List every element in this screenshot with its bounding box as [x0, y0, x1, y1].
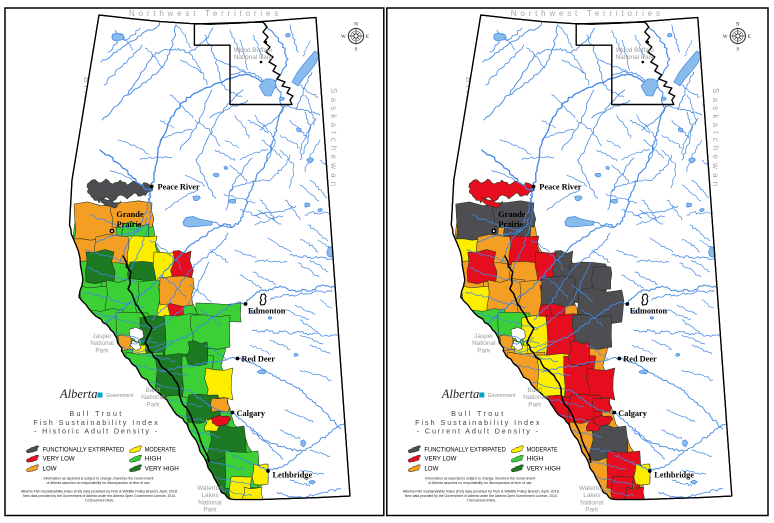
svg-text:- Historic Adult Density -: - Historic Adult Density -	[34, 426, 159, 435]
svg-text:Government: Government	[488, 393, 516, 399]
svg-text:Alberta Fish Sustainability In: Alberta Fish Sustainability Index (FSI) …	[21, 490, 178, 494]
svg-text:E: E	[748, 35, 751, 40]
svg-text:National: National	[523, 394, 546, 401]
svg-text:HIGH: HIGH	[527, 456, 544, 463]
svg-text:© 2018 Government of Alberta.: © 2018 Government of Alberta.	[85, 498, 114, 502]
svg-text:MODERATE: MODERATE	[527, 446, 558, 453]
svg-text:New data provided by the Gover: New data provided by the Government of A…	[405, 494, 558, 498]
svg-text:LOW: LOW	[424, 465, 439, 472]
svg-text:N: N	[736, 22, 740, 27]
svg-text:VERY LOW: VERY LOW	[43, 456, 76, 463]
svg-text:Prairie: Prairie	[117, 220, 142, 229]
svg-text:VERY LOW: VERY LOW	[424, 456, 457, 463]
svg-text:FUNCTIONALLY EXTIRPATED: FUNCTIONALLY EXTIRPATED	[424, 446, 506, 453]
svg-text:New data provided by the Gover: New data provided by the Government of A…	[23, 494, 176, 498]
svg-text:W: W	[341, 35, 346, 40]
svg-text:Grande: Grande	[116, 210, 144, 219]
svg-text:Calgary: Calgary	[237, 409, 266, 418]
svg-text:Alberta: Alberta	[441, 387, 480, 401]
svg-text:LOW: LOW	[43, 465, 58, 472]
svg-text:Jasper: Jasper	[474, 333, 494, 340]
svg-text:Waterton: Waterton	[579, 485, 605, 492]
svg-text:Lethbridge: Lethbridge	[273, 471, 313, 480]
svg-text:Red Deer: Red Deer	[623, 355, 657, 364]
svg-text:Alberta: Alberta	[59, 387, 98, 401]
svg-text:Northwest Territories: Northwest Territories	[511, 9, 664, 18]
svg-text:Fish Sustainability Index: Fish Sustainability Index	[415, 418, 541, 427]
svg-text:W: W	[723, 35, 728, 40]
svg-text:Edmonton: Edmonton	[630, 307, 668, 316]
svg-text:of Alberta assumes no responsi: of Alberta assumes no responsibility for…	[47, 481, 151, 485]
svg-text:S: S	[355, 47, 358, 52]
svg-text:National: National	[198, 499, 221, 506]
svg-text:- Current Adult Density -: - Current Adult Density -	[417, 426, 540, 435]
svg-text:Information as depicted is sub: Information as depicted is subject to ch…	[425, 477, 535, 481]
svg-text:Grande: Grande	[498, 210, 526, 219]
svg-text:HIGH: HIGH	[145, 456, 162, 463]
svg-text:Lakes: Lakes	[583, 492, 600, 499]
svg-text:Park: Park	[528, 401, 542, 408]
svg-text:National Park: National Park	[234, 54, 273, 61]
svg-text:Park: Park	[146, 401, 160, 408]
svg-text:Lethbridge: Lethbridge	[654, 471, 694, 480]
svg-text:National: National	[472, 340, 495, 347]
svg-text:© 2018 Government of Alberta.: © 2018 Government of Alberta.	[467, 498, 496, 502]
svg-text:Calgary: Calgary	[618, 409, 647, 418]
svg-text:Banff: Banff	[146, 387, 161, 394]
svg-text:Park: Park	[477, 347, 491, 354]
svg-text:Alberta Fish Sustainability In: Alberta Fish Sustainability Index (FSI) …	[403, 490, 560, 494]
svg-text:E: E	[366, 35, 369, 40]
svg-text:Lakes: Lakes	[201, 492, 218, 499]
svg-text:National Park: National Park	[616, 54, 655, 61]
svg-text:Peace River: Peace River	[158, 183, 200, 192]
svg-text:Park: Park	[585, 507, 599, 514]
svg-text:Jasper: Jasper	[92, 333, 112, 340]
svg-text:National: National	[90, 340, 113, 347]
svg-text:Fish Sustainability Index: Fish Sustainability Index	[33, 418, 159, 427]
svg-text:Prairie: Prairie	[498, 220, 523, 229]
svg-text:Park: Park	[95, 347, 109, 354]
svg-text:FUNCTIONALLY EXTIRPATED: FUNCTIONALLY EXTIRPATED	[43, 446, 125, 453]
svg-text:MODERATE: MODERATE	[145, 446, 176, 453]
svg-text:of Alberta assumes no responsi: of Alberta assumes no responsibility for…	[428, 481, 532, 485]
svg-text:Government: Government	[106, 393, 134, 399]
svg-text:Red Deer: Red Deer	[242, 355, 276, 364]
svg-text:S: S	[736, 47, 739, 52]
svg-text:Banff: Banff	[527, 387, 542, 394]
svg-text:N: N	[354, 22, 358, 27]
svg-text:Wood Buffalo: Wood Buffalo	[616, 47, 655, 54]
svg-text:Bull Trout: Bull Trout	[69, 409, 123, 418]
svg-text:Wood Buffalo: Wood Buffalo	[234, 47, 273, 54]
svg-text:Park: Park	[203, 507, 217, 514]
svg-text:National: National	[580, 499, 603, 506]
svg-text:National: National	[141, 394, 164, 401]
svg-text:Northwest Territories: Northwest Territories	[129, 9, 282, 18]
svg-text:Bull Trout: Bull Trout	[451, 409, 505, 418]
svg-text:Saskatchewan: Saskatchewan	[329, 88, 338, 190]
svg-text:Edmonton: Edmonton	[248, 307, 286, 316]
svg-text:Waterton: Waterton	[197, 485, 223, 492]
svg-text:Saskatchewan: Saskatchewan	[711, 88, 720, 190]
svg-text:Information as depicted is sub: Information as depicted is subject to ch…	[44, 477, 154, 481]
svg-text:VERY HIGH: VERY HIGH	[527, 465, 561, 472]
svg-text:Peace River: Peace River	[539, 183, 581, 192]
svg-text:VERY HIGH: VERY HIGH	[145, 465, 179, 472]
